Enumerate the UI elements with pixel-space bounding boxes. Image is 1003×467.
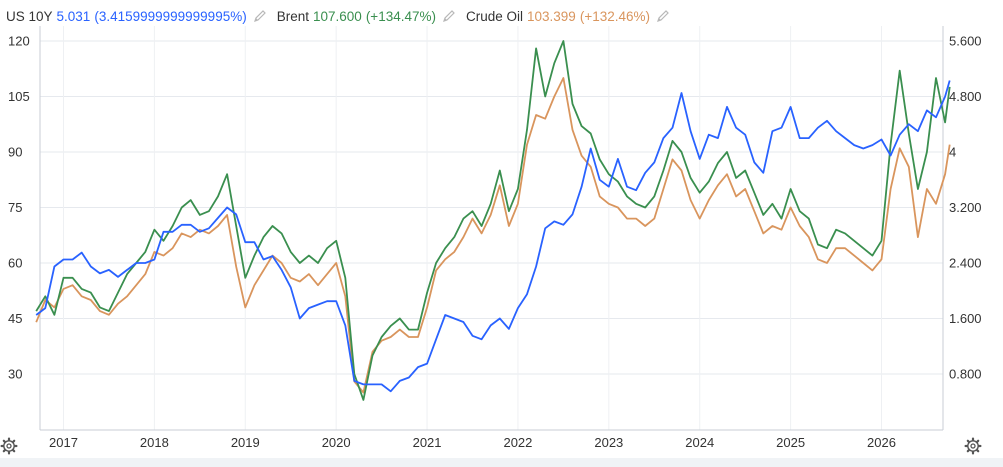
left-tick-label: 105 (8, 89, 30, 104)
plot-frame (39, 26, 944, 431)
legend-series-value: 107.600 (313, 8, 362, 24)
series-lines (35, 40, 951, 401)
legend: US 10Y 5.031 (3.4159999999999995%) Brent… (6, 6, 680, 26)
x-tick-label: 2017 (49, 435, 78, 450)
x-tick-label: 2021 (413, 435, 442, 450)
series-line-us-10y[interactable] (35, 80, 951, 393)
legend-item-brent[interactable]: Brent 107.600 (+134.47%) (277, 9, 456, 24)
x-tick-label: 2022 (503, 435, 532, 450)
legend-item-us10y[interactable]: US 10Y 5.031 (3.4159999999999995%) (6, 9, 267, 24)
right-tick-label: 5.600 (949, 34, 982, 49)
legend-series-name: US 10Y (6, 8, 53, 24)
legend-series-name: Brent (276, 8, 309, 24)
x-tick-label: 2026 (867, 435, 896, 450)
pencil-icon[interactable] (253, 9, 267, 23)
grid (40, 26, 943, 430)
gear-icon[interactable] (0, 437, 18, 455)
left-tick-label: 75 (8, 200, 22, 215)
x-tick-label: 2018 (140, 435, 169, 450)
x-tick-label: 2025 (776, 435, 805, 450)
left-tick-label: 30 (8, 367, 22, 382)
series-line-crude-oil[interactable] (35, 77, 951, 394)
legend-series-value: 103.399 (527, 8, 576, 24)
series-line-brent[interactable] (35, 40, 951, 401)
right-tick-label: 0.800 (949, 367, 982, 382)
left-tick-label: 60 (8, 256, 22, 271)
right-tick-label: 2.400 (949, 256, 982, 271)
right-axis: 5.600 4.800 4 3.200 2.400 1.600 0.800 (949, 34, 982, 382)
legend-series-change: (3.4159999999999995%) (94, 8, 247, 24)
right-tick-label: 4 (949, 145, 956, 160)
pencil-icon[interactable] (442, 9, 456, 23)
right-tick-label: 1.600 (949, 311, 982, 326)
legend-item-crude-oil[interactable]: Crude Oil 103.399 (+132.46%) (466, 9, 670, 24)
legend-series-value: 5.031 (56, 8, 91, 24)
bottom-strip (0, 458, 1003, 467)
legend-series-change: (+132.46%) (579, 8, 650, 24)
legend-series-change: (+134.47%) (365, 8, 436, 24)
left-axis: 120 105 90 75 60 45 30 (8, 34, 30, 382)
pencil-icon[interactable] (656, 9, 670, 23)
x-tick-label: 2020 (322, 435, 351, 450)
gear-icon[interactable] (964, 437, 982, 455)
left-tick-label: 45 (8, 311, 22, 326)
left-tick-label: 120 (8, 34, 30, 49)
right-tick-label: 4.800 (949, 89, 982, 104)
x-tick-label: 2024 (685, 435, 714, 450)
legend-series-name: Crude Oil (465, 8, 524, 24)
x-tick-label: 2019 (231, 435, 260, 450)
right-tick-label: 3.200 (949, 200, 982, 215)
left-tick-label: 90 (8, 145, 22, 160)
time-axis[interactable]: 2017 2018 2019 2020 2021 2022 2023 2024 2025 2026 (49, 435, 896, 450)
x-tick-label: 2023 (594, 435, 623, 450)
